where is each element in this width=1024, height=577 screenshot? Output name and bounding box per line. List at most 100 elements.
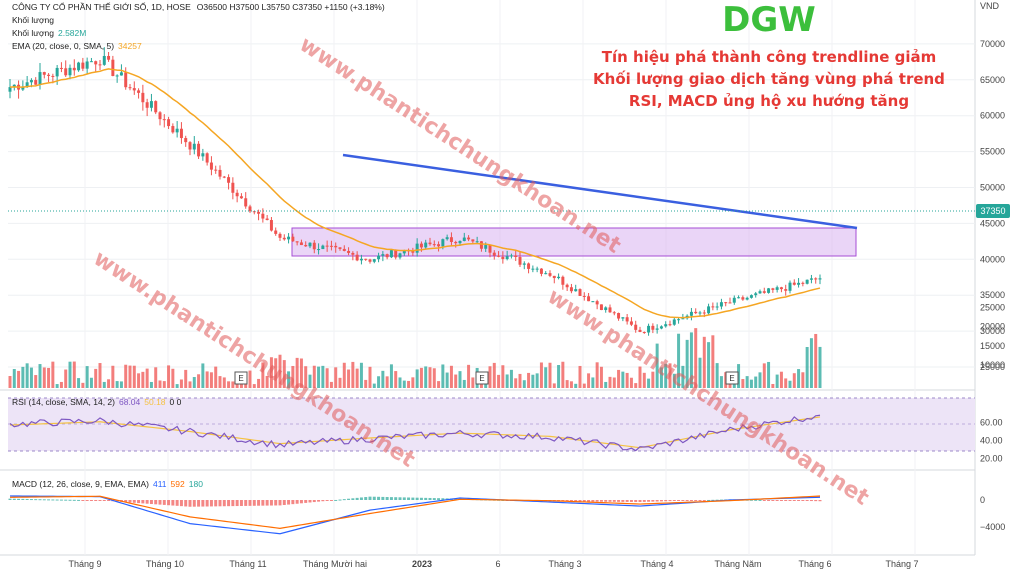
candle (38, 72, 42, 85)
candle (651, 325, 655, 330)
volume-bar (685, 339, 689, 388)
candle (235, 192, 239, 197)
candle (389, 250, 393, 258)
volume-bar (137, 373, 141, 388)
candle (711, 306, 715, 308)
macd-histogram-bar (655, 500, 659, 502)
candle (629, 321, 633, 325)
macd-histogram-bar (415, 497, 419, 500)
macd-histogram-bar (12, 498, 16, 500)
volume-bar (539, 362, 543, 388)
candle (287, 236, 291, 240)
volume-bar (599, 366, 603, 388)
candle (274, 230, 278, 234)
price-tick-label: 45000 (980, 218, 1005, 228)
volume-bar (784, 378, 788, 388)
macd-histogram-bar (454, 498, 458, 500)
earnings-marker-1[interactable]: E (234, 371, 248, 385)
candle (501, 256, 505, 260)
candle (51, 75, 55, 77)
macd-histogram-bar (312, 500, 316, 503)
volume-bar (107, 379, 111, 388)
candle (634, 324, 638, 330)
volume-bar (454, 374, 458, 388)
volume-tick-label: 15000 (980, 341, 1005, 351)
volume-bar (214, 366, 218, 388)
price-tick-label: 35000 (980, 290, 1005, 300)
time-tick-label: Tháng 3 (548, 559, 581, 569)
time-axis[interactable]: Tháng 9 Tháng 10 Tháng 11 Tháng Mười hai 202… (68, 559, 918, 569)
candle (587, 296, 591, 302)
time-tick-label: Tháng 7 (885, 559, 918, 569)
candle (741, 297, 745, 300)
volume-bar (94, 368, 98, 388)
volume-bar (188, 381, 192, 388)
candle (707, 306, 711, 314)
volume-bar (424, 366, 428, 388)
volume-bar (179, 379, 183, 388)
volume-bar (21, 366, 25, 388)
volume-bar (398, 377, 402, 388)
candle (411, 250, 415, 253)
candle (749, 295, 753, 298)
candle (484, 245, 488, 249)
macd-histogram-bar (608, 500, 612, 502)
time-tick-label: Tháng 10 (146, 559, 184, 569)
trendline[interactable] (342, 153, 858, 230)
currency-label: VND (980, 1, 1000, 11)
volume-bar (809, 338, 813, 388)
volume-bar (587, 373, 591, 388)
macd-histogram-bar (668, 500, 672, 502)
last-price-badge (976, 204, 1010, 218)
candle (471, 239, 475, 242)
volume-bar (89, 377, 93, 388)
macd-line (9, 495, 821, 535)
macd-histogram-bar (625, 500, 629, 502)
candle (21, 86, 25, 90)
volume-bar (55, 384, 59, 388)
candle (737, 297, 741, 299)
candle (167, 119, 171, 127)
candle (814, 278, 818, 280)
ticker-label: DGW (722, 0, 816, 40)
support-zone-box (291, 227, 857, 257)
volume-bar (162, 381, 166, 388)
volume-bar (304, 366, 308, 388)
volume-bar (85, 366, 89, 388)
candle (557, 276, 561, 279)
price-axis[interactable]: 25000 30000 35000 40000 45000 50000 55000 60000… (980, 39, 1005, 532)
volume-bar (471, 377, 475, 388)
candle (677, 319, 681, 321)
earnings-marker-3[interactable]: E (725, 371, 739, 385)
volume-bar (659, 367, 663, 388)
volume-bar (407, 380, 411, 388)
macd-histogram-bar (34, 499, 38, 501)
grid-lines (8, 0, 975, 555)
candle (351, 252, 355, 255)
candle (522, 263, 526, 265)
panel-separators (0, 0, 976, 556)
candle (47, 74, 51, 76)
candle (201, 153, 205, 157)
macd-histogram-bar (707, 499, 711, 501)
candle (595, 301, 599, 305)
candle (681, 318, 685, 320)
candle (8, 87, 12, 92)
volume-bar (702, 336, 706, 388)
volume-bar (668, 363, 672, 388)
time-tick-label: Tháng 9 (68, 559, 101, 569)
candle (612, 312, 616, 314)
candle (617, 313, 621, 319)
candle (145, 102, 149, 108)
macd-histogram-bar (355, 497, 359, 500)
macd-histogram-bar (612, 500, 616, 502)
svg-text:E: E (729, 374, 734, 383)
candle (111, 59, 115, 76)
earnings-marker-2[interactable]: E (475, 371, 489, 385)
volume-bar (372, 383, 376, 388)
volume-bar (124, 364, 128, 388)
volume-bar (287, 371, 291, 388)
candle (209, 162, 213, 170)
candle (561, 276, 565, 285)
volume-bar (154, 367, 158, 388)
